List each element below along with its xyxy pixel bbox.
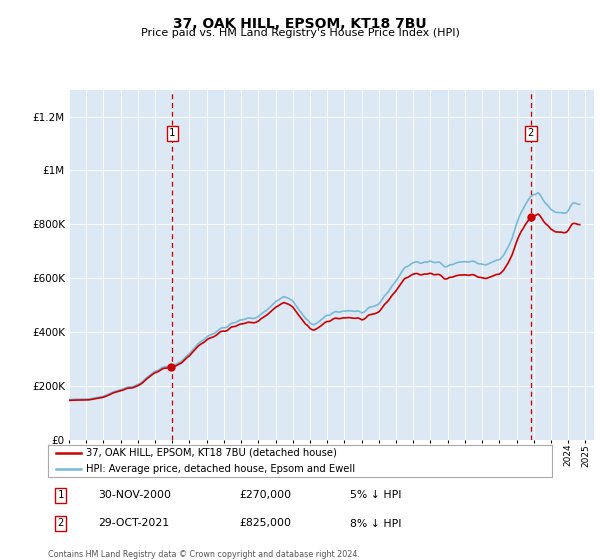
Text: 37, OAK HILL, EPSOM, KT18 7BU (detached house): 37, OAK HILL, EPSOM, KT18 7BU (detached … xyxy=(86,448,337,458)
Text: 1: 1 xyxy=(169,128,175,138)
Text: 29-OCT-2021: 29-OCT-2021 xyxy=(98,519,170,529)
Text: Contains HM Land Registry data © Crown copyright and database right 2024.
This d: Contains HM Land Registry data © Crown c… xyxy=(48,550,360,560)
Text: 1: 1 xyxy=(58,490,64,500)
Text: £270,000: £270,000 xyxy=(239,490,292,500)
Text: 8% ↓ HPI: 8% ↓ HPI xyxy=(350,519,402,529)
Text: 5% ↓ HPI: 5% ↓ HPI xyxy=(350,490,402,500)
Text: 2: 2 xyxy=(58,519,64,529)
Text: 30-NOV-2000: 30-NOV-2000 xyxy=(98,490,172,500)
Text: 37, OAK HILL, EPSOM, KT18 7BU: 37, OAK HILL, EPSOM, KT18 7BU xyxy=(173,17,427,31)
Text: Price paid vs. HM Land Registry's House Price Index (HPI): Price paid vs. HM Land Registry's House … xyxy=(140,28,460,38)
Text: £825,000: £825,000 xyxy=(239,519,292,529)
Text: HPI: Average price, detached house, Epsom and Ewell: HPI: Average price, detached house, Epso… xyxy=(86,464,355,474)
Text: 2: 2 xyxy=(528,128,534,138)
